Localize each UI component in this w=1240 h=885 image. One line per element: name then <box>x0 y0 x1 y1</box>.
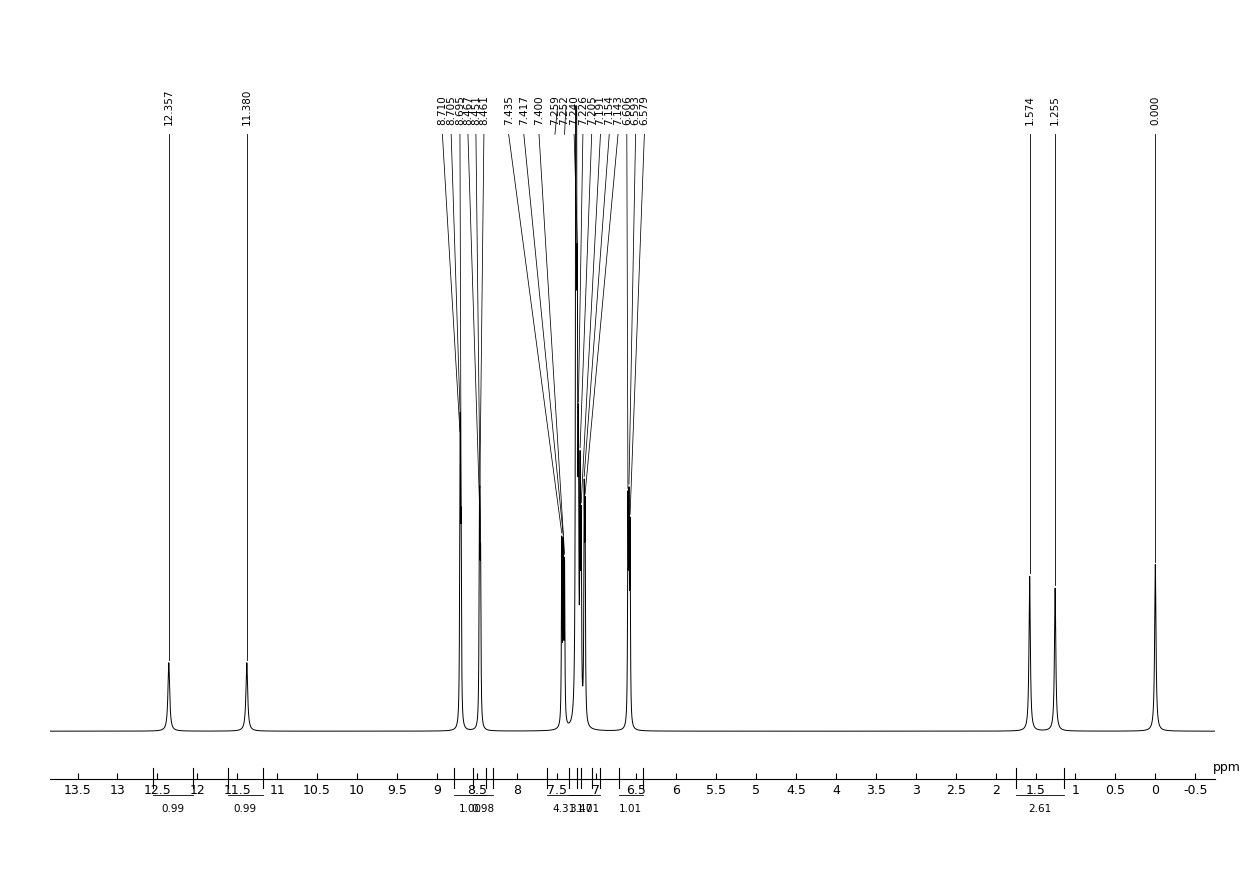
Text: 8.695: 8.695 <box>455 95 465 125</box>
Text: 0.99: 0.99 <box>233 804 257 814</box>
Text: 11.380: 11.380 <box>242 88 252 125</box>
Text: 6.593: 6.593 <box>631 95 641 125</box>
Text: 6.579: 6.579 <box>640 95 650 125</box>
Text: 8.461: 8.461 <box>479 95 489 125</box>
Text: 1.01: 1.01 <box>577 804 600 814</box>
Text: 0.99: 0.99 <box>161 804 185 814</box>
Text: 0.000: 0.000 <box>1151 96 1161 125</box>
Text: 8.705: 8.705 <box>446 96 456 125</box>
Text: 7.205: 7.205 <box>587 96 596 125</box>
Text: 8.467: 8.467 <box>463 95 472 125</box>
Text: ppm: ppm <box>1213 761 1240 774</box>
Text: 1.255: 1.255 <box>1050 95 1060 125</box>
Text: 7.435: 7.435 <box>503 95 513 125</box>
Text: 8.451: 8.451 <box>471 95 481 125</box>
Text: 7.417: 7.417 <box>518 95 528 125</box>
Text: 7.259: 7.259 <box>551 95 560 125</box>
Text: 12.357: 12.357 <box>164 88 174 125</box>
Text: 4.31: 4.31 <box>552 804 575 814</box>
Text: 3.47: 3.47 <box>569 804 593 814</box>
Text: 2.61: 2.61 <box>1028 804 1052 814</box>
Text: 0.98: 0.98 <box>471 804 495 814</box>
Text: 6.606: 6.606 <box>621 96 632 125</box>
Text: 7.143: 7.143 <box>613 95 622 125</box>
Text: 7.252: 7.252 <box>559 95 569 125</box>
Text: 7.400: 7.400 <box>534 96 544 125</box>
Text: 1.00: 1.00 <box>459 804 482 814</box>
Text: 8.710: 8.710 <box>438 96 448 125</box>
Text: 7.191: 7.191 <box>595 95 605 125</box>
Text: 7.240: 7.240 <box>569 96 579 125</box>
Text: 1.574: 1.574 <box>1024 95 1034 125</box>
Text: 7.226: 7.226 <box>578 95 588 125</box>
Text: 1.01: 1.01 <box>619 804 642 814</box>
Text: 7.154: 7.154 <box>604 95 614 125</box>
